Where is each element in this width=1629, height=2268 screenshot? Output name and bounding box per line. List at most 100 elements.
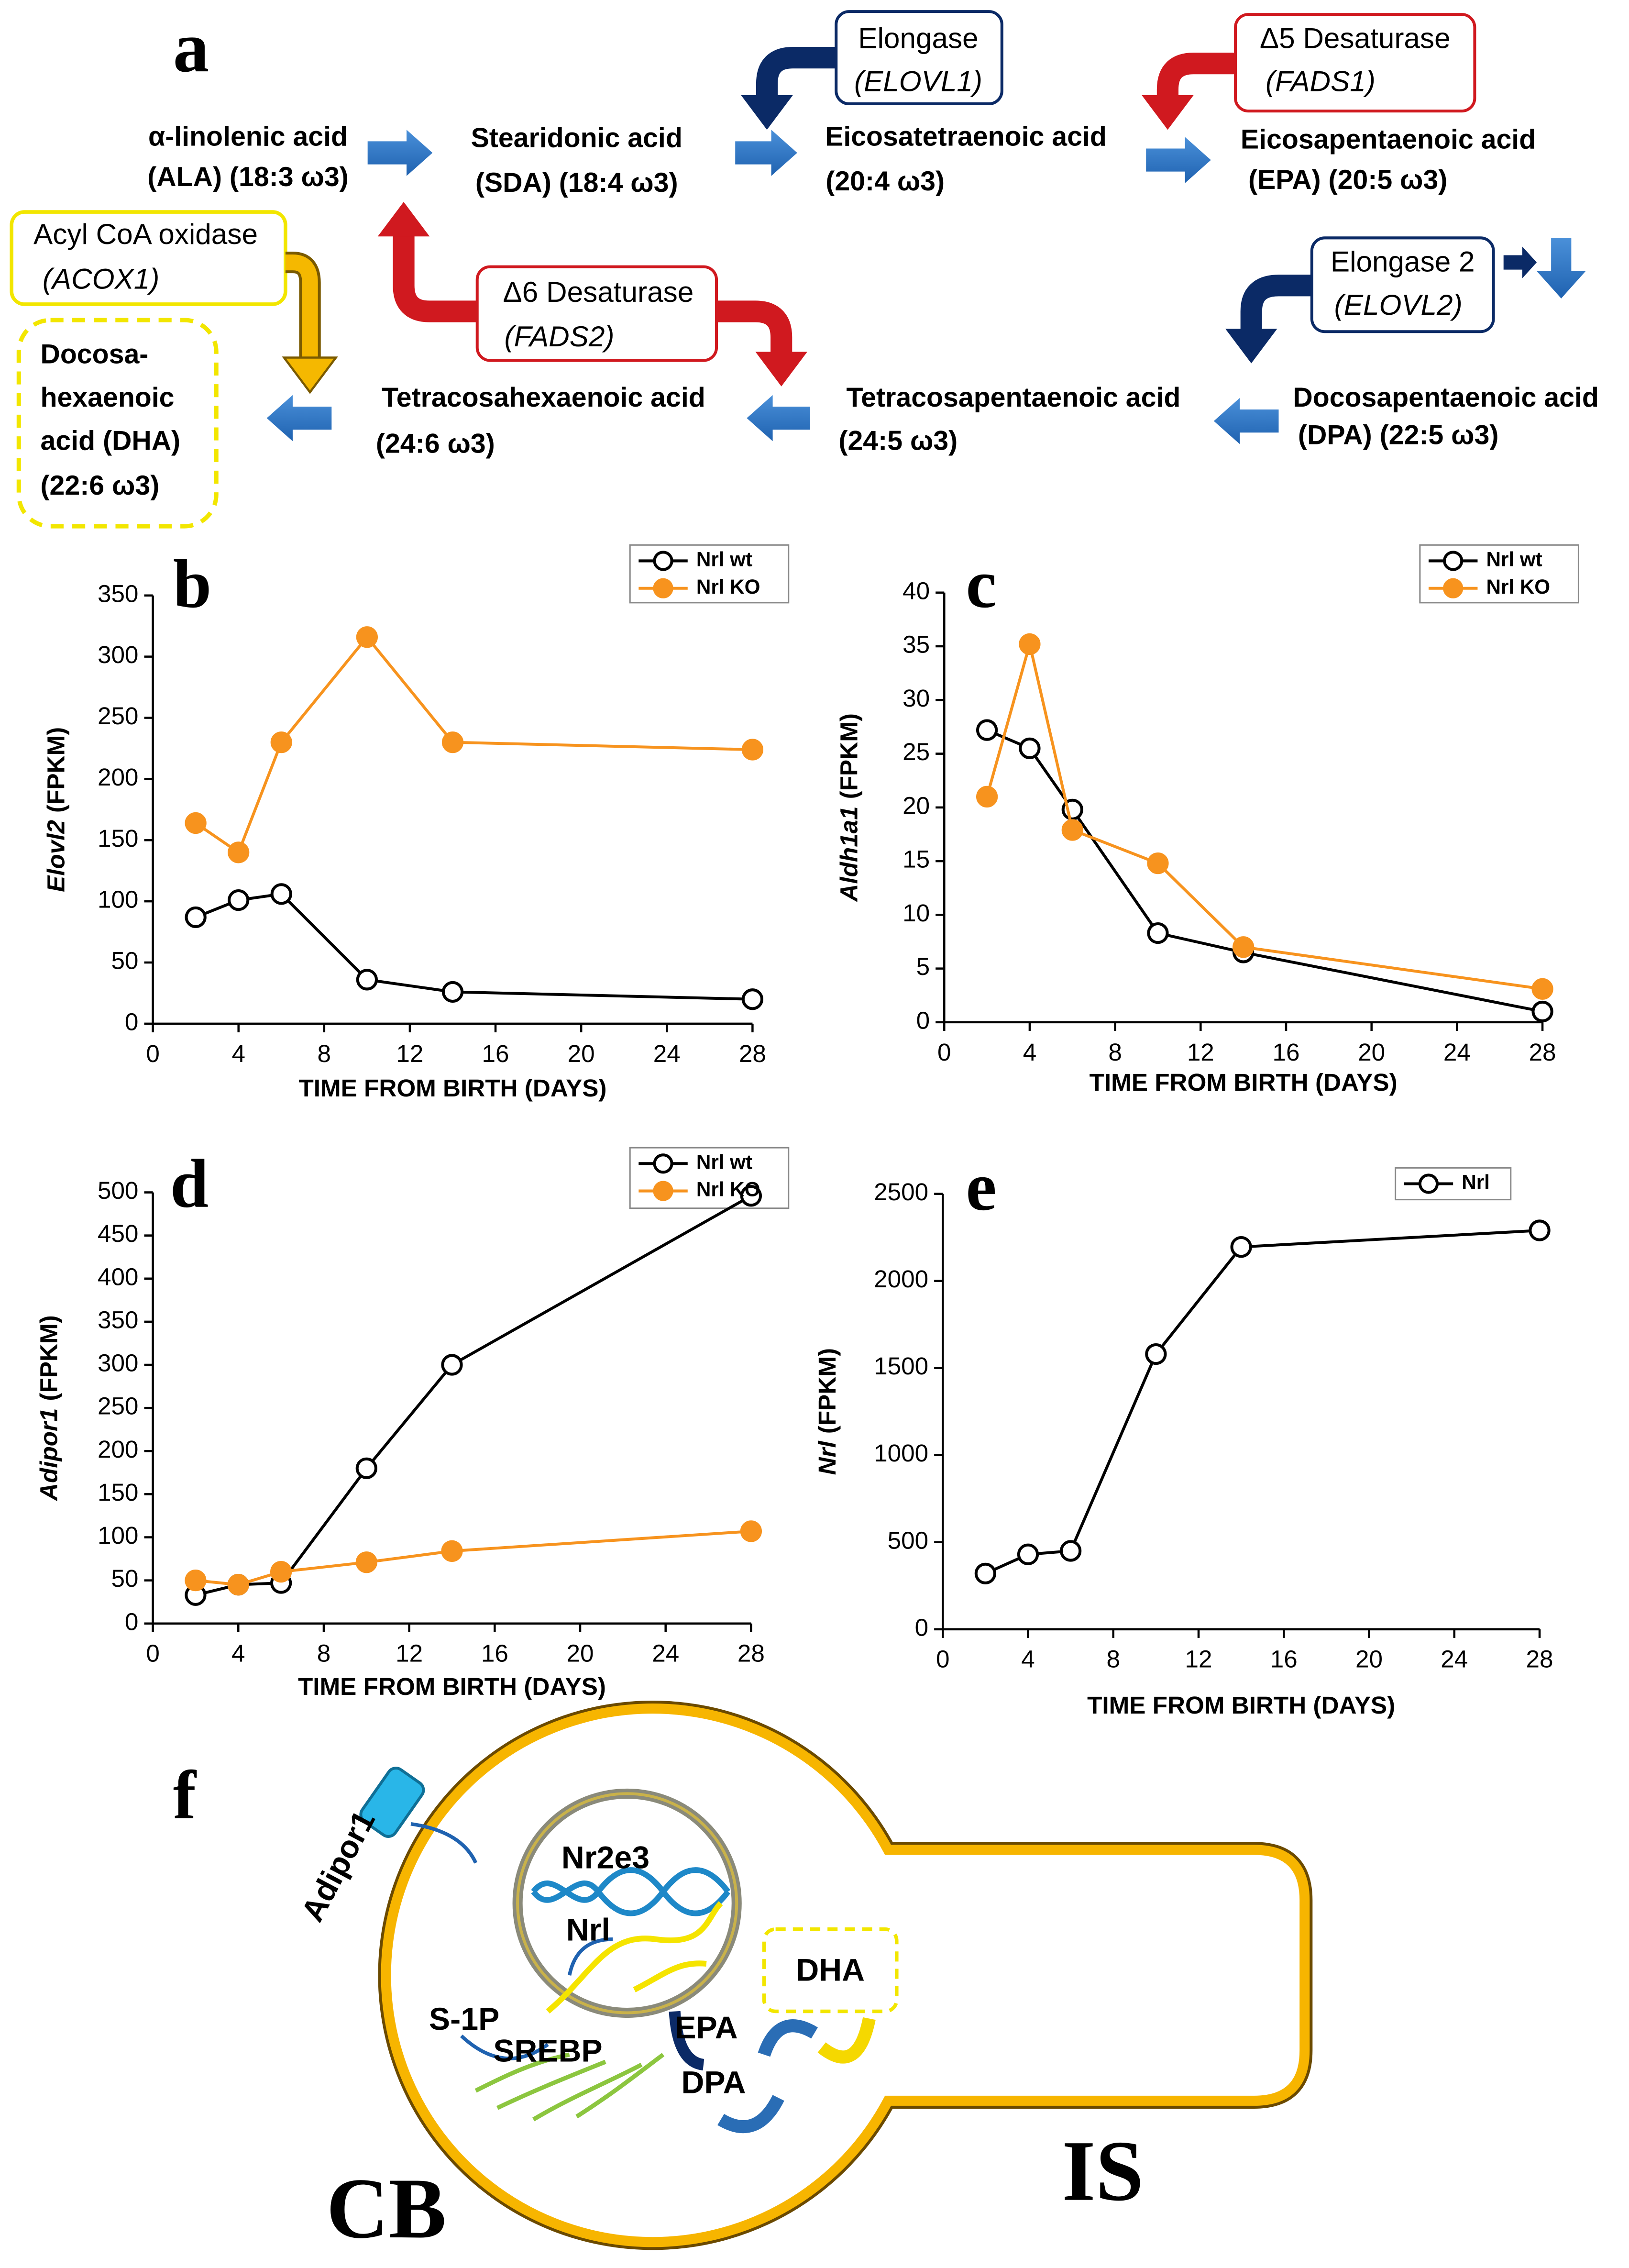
conversion-arrow: [817, 2017, 876, 2064]
enzyme-gene: (ACOX1): [43, 263, 159, 295]
data-point: [355, 1551, 377, 1573]
legend-marker: [1443, 551, 1464, 571]
y-tick-label: 0: [125, 1008, 139, 1035]
signal-arrow: [567, 1937, 613, 1976]
cell-label: DHA: [796, 1953, 865, 1988]
legend-marker: [1418, 1173, 1439, 1194]
step-arrow: [747, 395, 810, 442]
x-tick-label: 20: [1355, 1646, 1383, 1673]
panel-letter: f: [173, 1757, 197, 1834]
y-tick-label: 15: [903, 846, 930, 873]
enzyme-name: Elongase: [858, 22, 978, 54]
arrow-head: [741, 95, 793, 130]
data-point: [741, 739, 764, 761]
y-tick-label: 300: [98, 1350, 138, 1377]
x-axis-label: TIME FROM BIRTH (DAYS): [1087, 1692, 1395, 1719]
data-point: [228, 841, 250, 863]
y-tick-label: 350: [98, 580, 138, 607]
enzyme-gene: (FADS2): [505, 320, 615, 353]
x-tick-label: 24: [1443, 1039, 1471, 1066]
node-label: Eicosatetraenoic acid: [825, 121, 1107, 152]
data-point: [976, 719, 998, 741]
x-tick-label: 4: [231, 1040, 245, 1067]
node-label: (24:5 ω3): [838, 425, 958, 456]
product-box: [762, 1927, 899, 2014]
step-arrow: [1503, 246, 1537, 278]
node-label: (EPA) (20:5 ω3): [1248, 165, 1447, 195]
x-tick-label: 28: [739, 1040, 766, 1067]
data-point: [1019, 633, 1041, 655]
data-point: [441, 1540, 463, 1562]
pathway-panel: a Elongase (ELOVL1) Δ5 Desaturase (FADS1…: [10, 7, 1599, 529]
legend-label: Nrl KO: [696, 1178, 760, 1201]
enzyme-name: Acyl CoA oxidase: [33, 218, 258, 250]
enzyme-name: Δ6 Desaturase: [503, 276, 694, 308]
node-label: (20:4 ω3): [826, 166, 945, 197]
data-point: [441, 731, 464, 753]
x-tick-label: 28: [737, 1640, 765, 1667]
y-tick-label: 5: [916, 953, 930, 980]
y-tick-label: 100: [98, 886, 138, 913]
legend-marker: [1443, 578, 1464, 598]
y-tick-label: 2500: [874, 1178, 928, 1206]
y-axis-label: Adipor1 (FPKM): [35, 1315, 62, 1502]
x-tick-label: 0: [146, 1040, 160, 1067]
receptor: [359, 1767, 425, 1838]
x-tick-label: 24: [653, 1040, 681, 1067]
y-tick-label: 10: [903, 899, 930, 927]
y-tick-label: 250: [98, 1393, 138, 1420]
node-label: Tetracosapentaenoic acid: [846, 382, 1180, 413]
x-tick-label: 28: [1529, 1039, 1556, 1066]
x-tick-label: 4: [1023, 1039, 1037, 1066]
enzyme-name: Δ5 Desaturase: [1260, 22, 1451, 54]
data-point: [976, 786, 998, 808]
node-label: Docosapentaenoic acid: [1293, 382, 1598, 413]
conversion-arrow: [669, 2011, 705, 2071]
node-label: Eicosapentaenoic acid: [1241, 124, 1536, 155]
legend-marker: [653, 551, 673, 571]
y-label-gene: Adipor1: [35, 1408, 62, 1502]
panel-letter: e: [966, 1149, 996, 1225]
data-point: [1529, 1219, 1551, 1241]
data-point: [974, 1562, 996, 1584]
x-tick-label: 24: [1441, 1646, 1468, 1673]
data-point: [185, 812, 207, 834]
enzyme-arrow: [756, 46, 837, 98]
cell-label: EPA: [675, 2010, 737, 2046]
data-point: [441, 1354, 463, 1376]
step-arrow: [1537, 238, 1586, 299]
line-chart: 0 50 100 150 200 250 300 350 0 4 8 12 16 20 24 28 TIME F…: [42, 544, 790, 1102]
data-point: [355, 1457, 377, 1479]
series-line: [195, 1195, 752, 1597]
legend-label: Nrl wt: [696, 1151, 752, 1173]
x-tick-label: 12: [1185, 1646, 1212, 1673]
data-point: [185, 1570, 207, 1592]
y-tick-label: 200: [98, 763, 138, 791]
x-tick-label: 12: [396, 1640, 423, 1667]
x-tick-label: 0: [937, 1039, 951, 1066]
data-point: [270, 731, 292, 753]
data-point: [1233, 936, 1255, 958]
panel-letter: c: [966, 546, 996, 622]
cell-label: Nrl: [566, 1912, 610, 1947]
y-tick-label: 500: [888, 1527, 928, 1554]
cell-label: SREBP: [493, 2033, 602, 2069]
node-label: hexaenoic: [40, 382, 174, 413]
y-tick-label: 300: [98, 641, 138, 668]
y-tick-label: 350: [98, 1306, 138, 1333]
data-point: [740, 1185, 762, 1207]
y-label-gene: Aldh1a1: [835, 806, 862, 902]
arrow-head: [1225, 329, 1277, 364]
panel-letter: d: [170, 1146, 209, 1222]
data-point: [1061, 819, 1083, 841]
x-tick-label: 4: [231, 1640, 245, 1667]
enzyme-gene: (FADS1): [1266, 65, 1376, 98]
x-tick-label: 20: [567, 1640, 594, 1667]
series-line: [985, 643, 1543, 991]
signal-arrow: [410, 1822, 478, 1864]
region-label: CB: [326, 2161, 446, 2257]
y-tick-label: 100: [98, 1522, 138, 1549]
data-point: [185, 906, 207, 929]
